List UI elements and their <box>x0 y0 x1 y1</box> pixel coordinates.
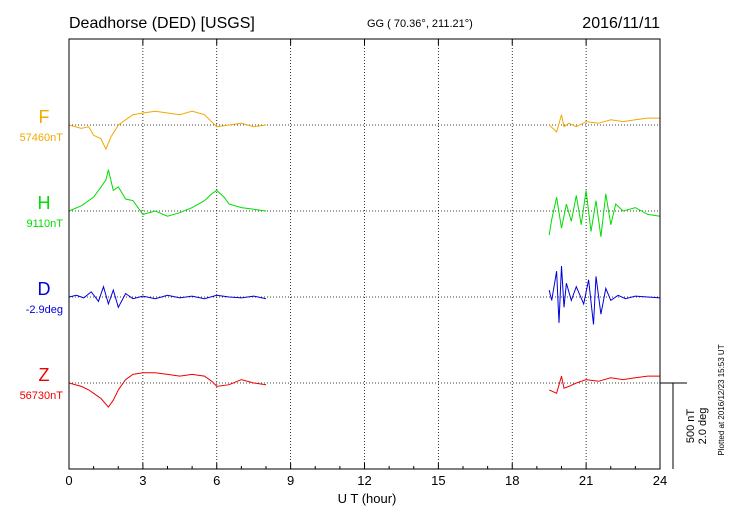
chart-date: 2016/11/11 <box>582 15 660 32</box>
trace-h-segment-1 <box>68 169 267 217</box>
series-traces <box>68 110 661 408</box>
x-tick-label: 21 <box>579 473 593 488</box>
scale-bar-nt: 500 nT <box>685 409 697 444</box>
series-baseline-h: 9110nT <box>27 218 64 230</box>
chart-title: Deadhorse (DED) [USGS] <box>69 15 255 32</box>
x-tick-label: 9 <box>287 473 294 488</box>
series-name-f: F <box>39 107 50 127</box>
trace-d-segment-2 <box>548 265 661 325</box>
x-tick-label: 18 <box>505 473 519 488</box>
trace-z-segment-2 <box>548 375 660 394</box>
scale-bar-deg: 2.0 deg <box>697 408 709 445</box>
scale-bar: 500 nT 2.0 deg <box>660 382 709 469</box>
x-tick-label: 0 <box>65 473 72 488</box>
trace-d-segment-1 <box>68 285 267 309</box>
trace-f-segment-1 <box>68 110 267 151</box>
trace-f-segment-2 <box>548 114 660 133</box>
trace-z-segment-1 <box>68 372 267 408</box>
x-tick-label: 15 <box>431 473 445 488</box>
grid-lines <box>142 39 587 469</box>
x-tick-label: 3 <box>139 473 146 488</box>
series-baselines <box>69 124 660 384</box>
x-axis-ticks <box>68 39 661 469</box>
series-name-d: D <box>38 279 51 299</box>
series-labels: F 57460nT H 9110nT D -2.9deg Z 56730nT <box>20 107 64 402</box>
x-tick-label: 12 <box>357 473 371 488</box>
series-baseline-d: -2.9deg <box>26 304 63 316</box>
series-name-h: H <box>38 193 51 213</box>
plot-frame <box>68 38 661 470</box>
series-baseline-z: 56730nT <box>20 390 64 402</box>
plotted-at-note: Plotted at 2016/12/23 15:53 UT <box>717 344 726 455</box>
series-baseline-f: 57460nT <box>20 132 64 144</box>
station-coords: GG ( 70.36°, 211.21°) <box>367 18 473 30</box>
x-tick-label: 24 <box>653 473 667 488</box>
x-axis-tick-labels: 0 3 6 9 12 15 18 21 24 <box>65 473 667 488</box>
series-name-z: Z <box>39 365 50 385</box>
x-tick-label: 6 <box>213 473 220 488</box>
x-axis-label: U T (hour) <box>338 491 397 506</box>
trace-h-segment-2 <box>548 190 661 237</box>
